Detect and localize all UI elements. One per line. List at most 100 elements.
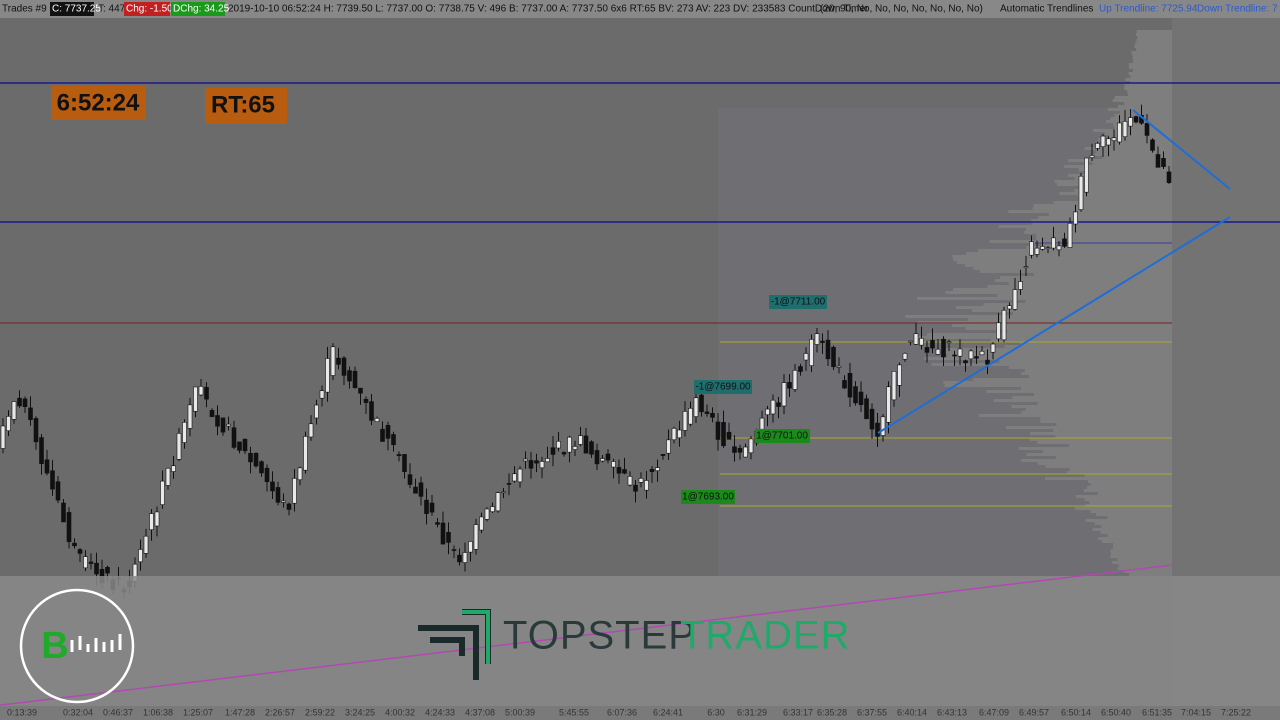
candle-body [677,429,682,439]
candle-body [308,423,314,438]
candle-body [1150,139,1155,151]
profile-row [1048,213,1172,216]
profile-row [1084,498,1172,501]
candle-body [506,483,512,485]
profile-row [939,348,1172,351]
time-label: 0:13:39 [7,707,37,717]
profile-row [990,339,1172,342]
profile-row [1132,57,1172,60]
time-label: 4:24:33 [425,707,455,717]
candle-body [864,398,869,420]
profile-row [905,315,1172,318]
profile-row [1033,273,1172,276]
candle-body [1073,211,1078,225]
candle-body [814,333,820,345]
down-trendline [1132,109,1231,190]
time-label: 6:51:35 [1142,707,1172,717]
profile-row [1074,189,1172,192]
profile-row [1112,99,1172,102]
profile-row [1090,510,1172,513]
profile-row [1132,54,1172,57]
profile-row [1012,312,1172,315]
instrument: Trades #9 [2,4,47,15]
candle-body [732,446,737,453]
time-label: 6:50:40 [1101,707,1131,717]
candle-body [479,516,484,531]
candle-body [853,386,858,404]
profile-row [951,324,1172,327]
candle-body [1128,117,1133,127]
candle-body [50,470,55,490]
profile-row [1085,519,1172,522]
profile-row [1107,534,1172,537]
profile-row [1055,456,1172,459]
candle-body [924,347,930,353]
profile-row [923,357,1172,360]
profile-row [1106,144,1172,147]
candle-body [270,481,275,492]
candle-body [759,417,765,430]
candle-body [39,437,44,465]
profile-row [993,399,1172,402]
candle-body [286,503,292,510]
candle-body [891,371,897,401]
profile-row [1102,141,1172,144]
candle-body [875,422,880,437]
order-box [755,429,810,443]
time-label: 6:47:09 [979,707,1009,717]
profile-row [1132,69,1172,72]
candle-body [820,340,825,343]
candle-body [413,486,418,494]
profile-row [1063,165,1172,168]
candle-body [1133,116,1139,123]
profile-row [1033,393,1172,396]
profile-row [943,381,1172,384]
candle-body [1062,238,1067,247]
candle-body [1106,138,1111,146]
profile-row [914,336,1172,339]
profile-row [1097,492,1172,495]
range-timer: RT:65 [211,91,275,118]
timer-box [51,86,146,120]
candle-body [644,480,649,491]
profile-row [1037,441,1172,444]
candle-body [1034,247,1040,255]
candle-body [913,333,919,345]
profile-row [1024,231,1172,234]
candle-body [704,411,710,414]
profile-row [1123,570,1172,573]
profile-row [1040,420,1172,423]
watermark-band [0,576,1280,706]
profile-row [1055,435,1172,438]
candle-body [556,440,561,449]
candle-body [204,386,209,400]
logo-bars [70,634,122,652]
time-label: 5:45:55 [559,707,589,717]
profile-row [1092,528,1172,531]
candle-body [1111,137,1117,141]
candle-body [435,522,440,525]
candle-body [446,532,451,543]
profile-row [1069,468,1172,471]
candle-body [1023,266,1029,269]
profile-row [989,240,1172,243]
profile-row [1078,168,1172,171]
candle-body [391,434,396,446]
close: C: 7737.25 [52,4,101,15]
profile-row [1106,120,1172,123]
profile-row [1021,459,1172,462]
profile-row [1096,150,1172,153]
candle-body [429,502,435,513]
candle-body [402,454,407,473]
candle-body [748,438,754,454]
profile-row [1112,546,1172,549]
candle-body [550,447,556,455]
profile-row [1008,366,1172,369]
candle-body [242,438,248,452]
time-label: 6:35:28 [817,707,847,717]
bar-details: 2019-10-10 06:52:24 H: 7739.50 L: 7737.0… [228,4,869,15]
profile-row [1108,135,1172,138]
profile-row [978,414,1172,417]
candle-body [886,386,891,423]
